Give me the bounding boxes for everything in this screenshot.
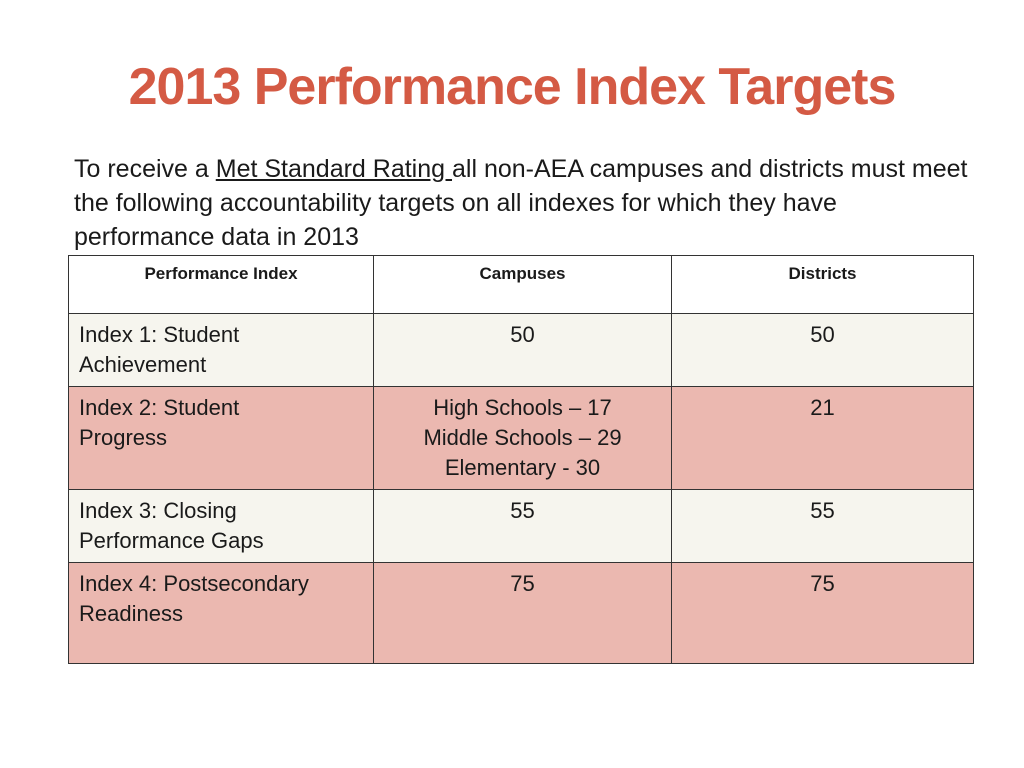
index-name-cell: Index 1: Student Achievement xyxy=(68,313,374,387)
districts-target: 75 xyxy=(810,571,835,596)
intro-text-start: To receive a xyxy=(74,155,216,183)
districts-target-cell: 55 xyxy=(671,489,974,563)
table-row: Index 3: Closing Performance Gaps 55 55 xyxy=(68,489,974,563)
campuses-target: High Schools – 17 xyxy=(433,395,612,420)
header-campuses: Campuses xyxy=(373,255,672,314)
index-name-line: Index 2: Student xyxy=(79,395,240,420)
index-name-line: Index 4: Postsecondary xyxy=(79,571,309,596)
index-name-line: Progress xyxy=(79,425,168,450)
campuses-target: 55 xyxy=(510,498,535,523)
index-name-cell: Index 3: Closing Performance Gaps xyxy=(68,489,374,563)
districts-target: 50 xyxy=(810,322,835,347)
slide-title: 2013 Performance Index Targets xyxy=(128,58,897,116)
index-name-cell: Index 2: Student Progress xyxy=(68,386,374,490)
index-name-line: Index 1: Student xyxy=(79,322,240,347)
districts-target: 21 xyxy=(810,395,835,420)
campuses-target: 50 xyxy=(510,322,535,347)
met-standard-rating-link[interactable]: Met Standard Rating xyxy=(215,155,452,183)
campuses-target: Middle Schools – 29 xyxy=(423,425,622,450)
index-name-line: Readiness xyxy=(79,601,183,626)
targets-table: Performance Index Campuses Districts Ind… xyxy=(68,255,974,664)
index-name-cell: Index 4: Postsecondary Readiness xyxy=(68,562,374,664)
table-row: Index 4: Postsecondary Readiness 75 75 xyxy=(68,562,974,664)
index-name-line: Index 3: Closing xyxy=(79,498,237,523)
campuses-target-cell: 75 xyxy=(373,562,672,664)
intro-paragraph: To receive a Met Standard Rating all non… xyxy=(74,152,974,254)
index-name-line: Performance Gaps xyxy=(79,528,264,553)
districts-target-cell: 75 xyxy=(671,562,974,664)
header-districts: Districts xyxy=(671,255,974,314)
campuses-target-cell: High Schools – 17 Middle Schools – 29 El… xyxy=(373,386,672,490)
campuses-target: Elementary - 30 xyxy=(444,455,601,480)
table-header-row: Performance Index Campuses Districts xyxy=(68,255,974,314)
districts-target: 55 xyxy=(810,498,835,523)
index-name-line: Achievement xyxy=(79,352,207,377)
campuses-target-cell: 55 xyxy=(373,489,672,563)
table-row: Index 2: Student Progress High Schools –… xyxy=(68,386,974,490)
intro-text-end: all non-AEA campuses and districts must … xyxy=(74,155,968,251)
campuses-target: 75 xyxy=(510,571,535,596)
header-performance-index: Performance Index xyxy=(68,255,374,314)
districts-target-cell: 21 xyxy=(671,386,974,490)
table-row: Index 1: Student Achievement 50 50 xyxy=(68,313,974,387)
campuses-target-cell: 50 xyxy=(373,313,672,387)
districts-target-cell: 50 xyxy=(671,313,974,387)
